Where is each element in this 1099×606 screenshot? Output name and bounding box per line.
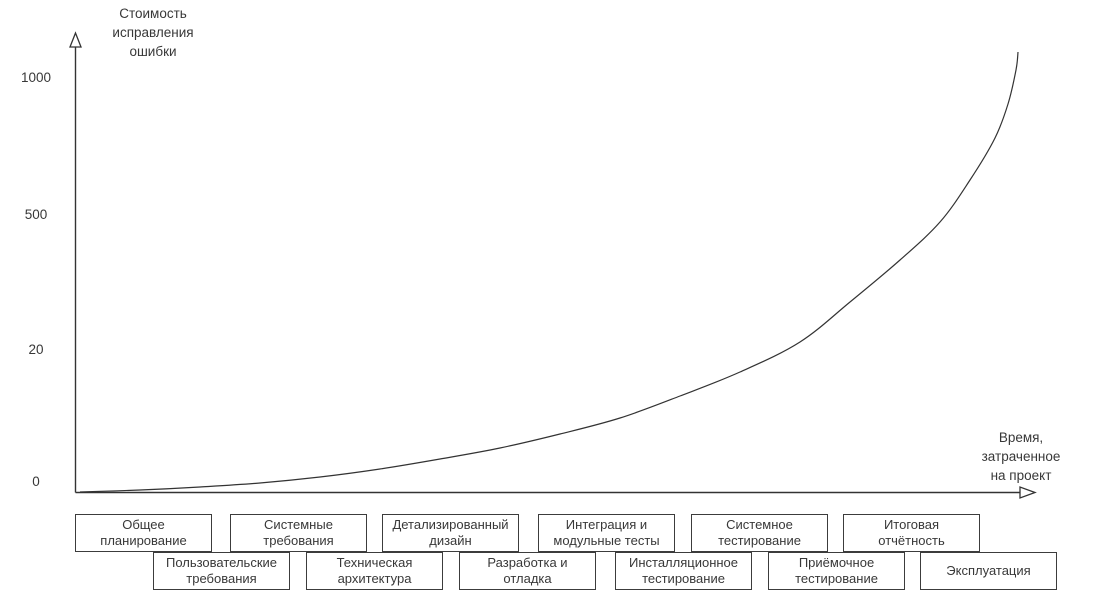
phase-box: Системные требования [230, 514, 367, 552]
x-axis-title-line: на проект [990, 468, 1052, 483]
phase-box: Детализированный дизайн [382, 514, 519, 552]
phase-box: Итоговая отчётность [843, 514, 980, 552]
phase-box-label: Общее планирование [100, 517, 187, 548]
y-axis-title: Стоимость исправления ошибки [93, 4, 213, 61]
phase-box: Пользовательские требования [153, 552, 290, 590]
phase-box: Системное тестирование [691, 514, 828, 552]
phase-box: Приёмочное тестирование [768, 552, 905, 590]
phase-box-label: Приёмочное тестирование [795, 555, 878, 586]
y-axis-title-line: Стоимость [119, 6, 187, 21]
phase-box-label: Эксплуатация [946, 563, 1031, 578]
phase-box: Общее планирование [75, 514, 212, 552]
phase-box: Разработка и отладка [459, 552, 596, 590]
phase-box-label: Техническая архитектура [336, 555, 413, 586]
phase-box-label: Разработка и отладка [487, 555, 568, 586]
y-axis-title-line: исправления [112, 25, 194, 40]
y-axis-arrowhead [69, 31, 82, 48]
y-tick-label: 500 [24, 207, 48, 222]
x-axis-title-line: затраченное [981, 449, 1061, 464]
phase-box: Инсталляционное тестирование [615, 552, 752, 590]
phase-box-label: Итоговая отчётность [878, 517, 945, 548]
phase-box: Интеграция и модульные тесты [538, 514, 675, 552]
y-axis-title-line: ошибки [129, 44, 177, 59]
cost-curve [79, 51, 1019, 493]
x-axis-arrowhead [1019, 486, 1037, 499]
x-axis-title-line: Время, [998, 430, 1044, 445]
phase-box: Техническая архитектура [306, 552, 443, 590]
phase-box-label: Системные требования [263, 517, 334, 548]
phase-box: Эксплуатация [920, 552, 1057, 590]
phase-box-label: Интеграция и модульные тесты [553, 517, 660, 548]
phase-box-label: Инсталляционное тестирование [628, 555, 739, 586]
y-tick-label: 1000 [20, 70, 52, 85]
phase-box-label: Системное тестирование [718, 517, 801, 548]
y-tick-label: 20 [28, 342, 44, 357]
phase-box-label: Детализированный дизайн [392, 517, 509, 548]
y-tick-label: 0 [32, 474, 40, 489]
phase-box-label: Пользовательские требования [165, 555, 278, 586]
x-axis-title: Время, затраченное на проект [951, 428, 1091, 485]
